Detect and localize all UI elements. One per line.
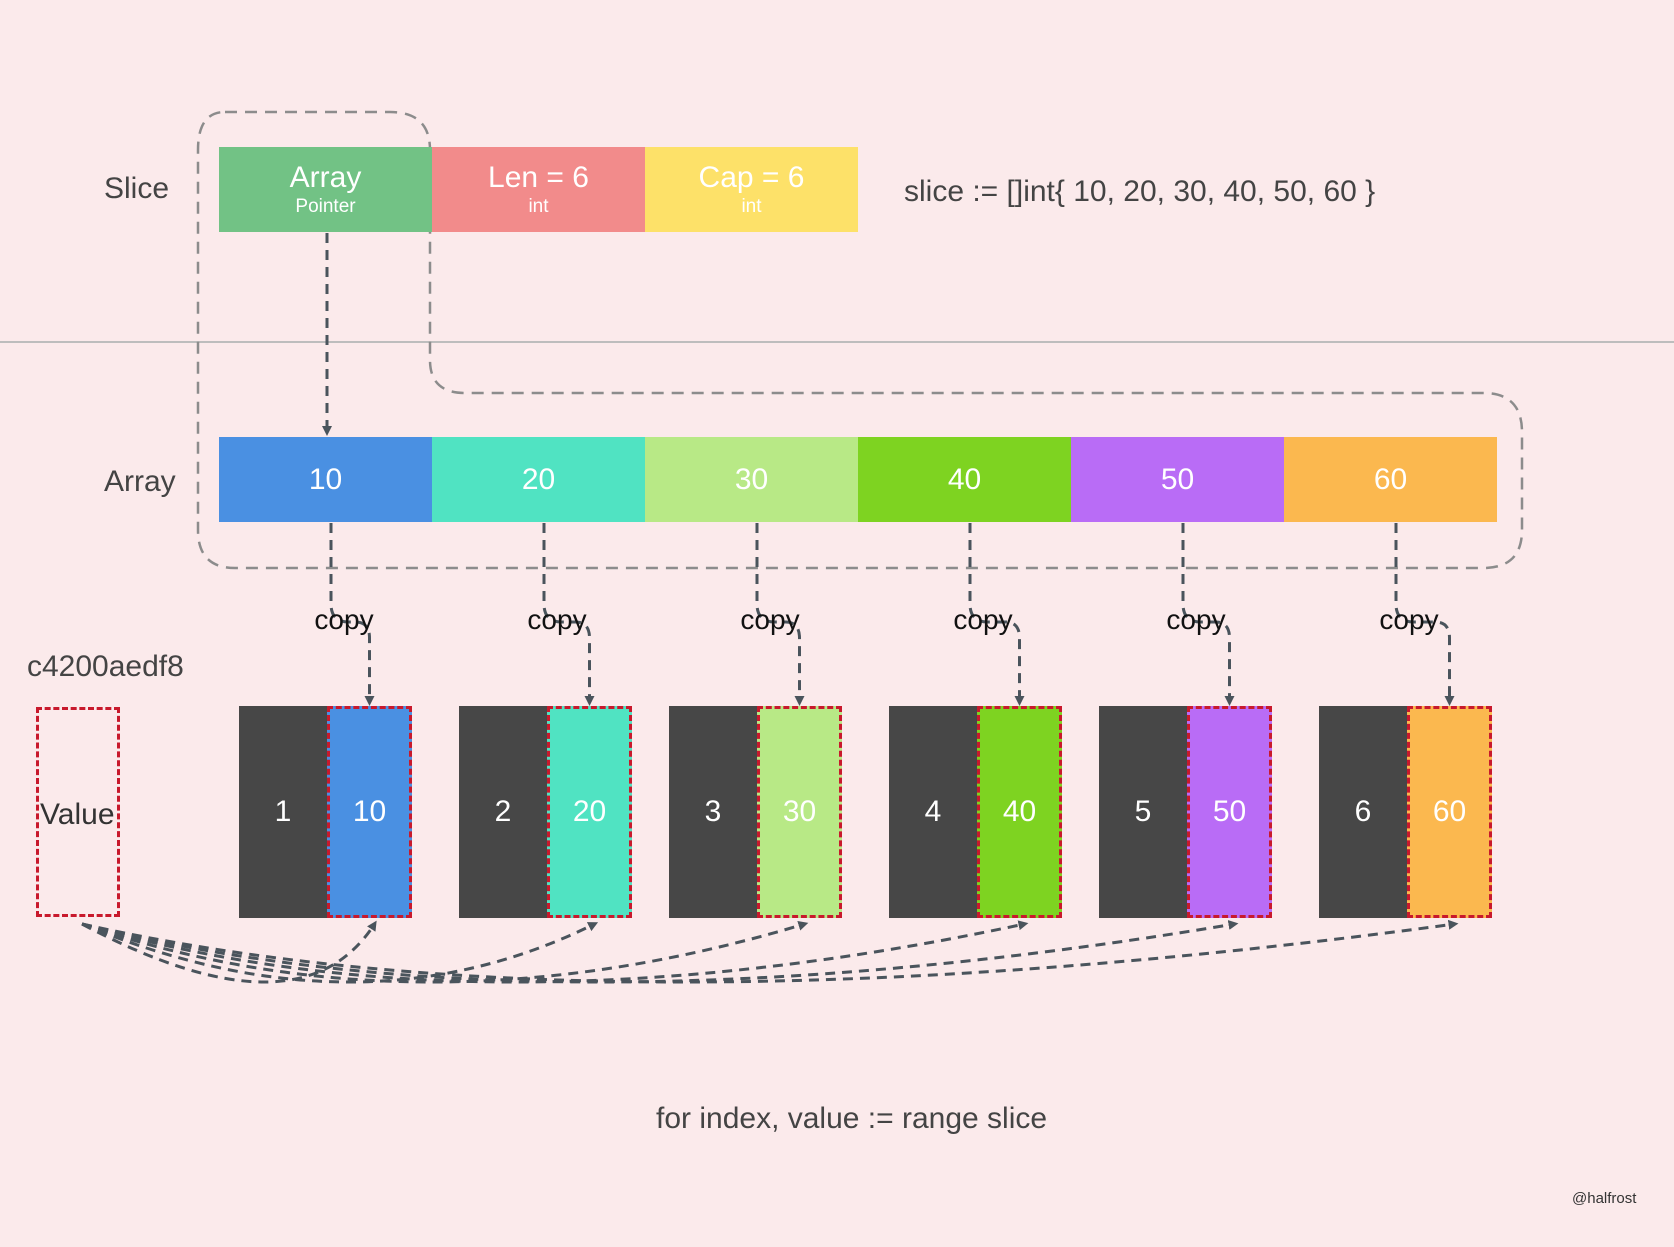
slice-cap-field: Cap = 6 int [645,147,858,232]
field-name: Array [289,160,362,194]
iteration-value: 60 [1407,706,1492,918]
copy-arrow [968,523,1025,706]
value-variable-label: Value [40,798,115,831]
copy-label: copy [740,604,800,635]
field-type: Pointer [295,195,356,217]
slice-label: Slice [104,172,170,205]
copy-arrow [1394,523,1455,706]
iteration-index: 2 [459,706,547,918]
slice-len-field: Len = 6 int [432,147,645,232]
value-assign-arrow [81,920,1239,984]
field-name: Len = 6 [488,160,589,194]
copy-label: copy [1379,604,1439,635]
iteration-index: 6 [1319,706,1407,918]
array-element: 50 [1071,437,1284,522]
copy-label: copy [527,604,587,635]
value-assign-arrow [81,922,599,984]
copy-arrow [755,523,805,706]
iteration-value: 50 [1187,706,1272,918]
value-assign-arrow [81,920,1029,984]
array-label: Array [104,465,176,498]
field-name: Cap = 6 [698,160,805,194]
credit-label: @halfrost [1572,1190,1637,1207]
copy-label: copy [953,604,1013,635]
iteration-index: 3 [669,706,757,918]
slice-declaration: slice := []int{ 10, 20, 30, 40, 50, 60 } [904,175,1376,208]
iteration-index: 1 [239,706,327,918]
value-assign-arrow [81,919,1459,984]
loop-statement: for index, value := range slice [656,1102,1048,1135]
array-element: 30 [645,437,858,522]
array-element: 40 [858,437,1071,522]
iteration-index: 5 [1099,706,1187,918]
array-element: 10 [219,437,432,522]
copy-label: copy [1166,604,1226,635]
iteration-value: 40 [977,706,1062,918]
value-variable-box [36,707,120,917]
copy-label: copy [314,604,374,635]
field-type: int [741,195,762,217]
array-element: 20 [432,437,645,522]
address-label: c4200aedf8 [27,650,184,683]
array-element: 60 [1284,437,1497,522]
copy-arrow [542,523,595,706]
copy-arrow [1181,523,1235,706]
field-type: int [528,195,549,217]
slice-array-pointer-field: Array Pointer [219,147,432,232]
iteration-index: 4 [889,706,977,918]
iteration-value: 20 [547,706,632,918]
iteration-value: 10 [327,706,412,918]
copy-arrow [329,523,375,706]
value-assign-arrow [81,920,377,984]
iteration-value: 30 [757,706,842,918]
